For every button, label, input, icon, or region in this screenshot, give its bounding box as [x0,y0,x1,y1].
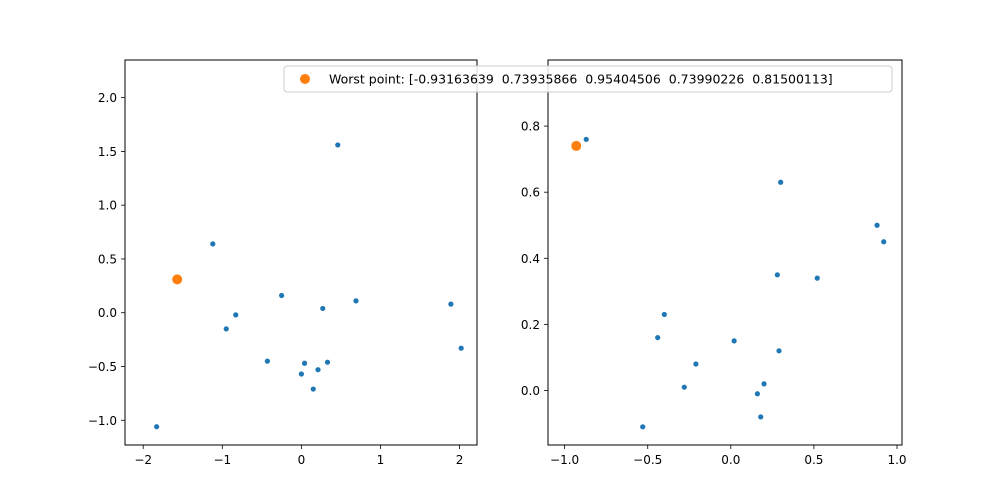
data-point [655,334,661,341]
left-scatter-plot: −2 −1 0 1 2 −1.0 −0.5 0.0 0.5 1.0 1.5 2.0 [88,59,478,467]
y-tick-label: 1.0 [98,199,117,213]
worst-point-marker [172,274,183,285]
data-point [298,371,304,377]
legend-box [283,65,893,93]
y-tick-label: −0.5 [88,360,117,374]
legend-label: Worst point: [-0.93163639 0.73935866 0.9… [329,72,833,87]
data-point [881,239,887,245]
data-point [814,275,820,281]
x-tick-label: −0.5 [633,453,662,467]
data-point [754,391,761,397]
data-point [335,142,341,148]
data-point [731,338,737,344]
data-point [874,222,880,228]
data-point [758,414,764,420]
data-point [324,359,331,365]
data-point [693,361,699,367]
data-point [353,298,359,304]
data-point [583,136,589,142]
data-point [776,348,782,354]
data-point [640,424,646,430]
data-point [264,358,270,364]
data-point [778,179,784,185]
legend: Worst point: [-0.93163639 0.73935866 0.9… [283,65,893,93]
x-tick-label: −1 [213,453,231,467]
x-tick-label: 1 [377,453,385,467]
data-point [223,326,229,332]
y-tick-label: 0.2 [521,318,540,332]
data-point [681,384,687,390]
x-tick-label: −2 [134,453,152,467]
legend-marker [300,74,310,84]
data-point [448,301,454,307]
y-tick-label: 0.6 [521,186,540,200]
right-scatter-plot: −1.0 −0.5 0.0 0.5 1.0 0.0 0.2 0.4 0.6 0.8 [521,59,907,467]
x-tick-label: −1.0 [550,453,579,467]
y-tick-label: 0.8 [521,120,540,134]
data-point [279,292,285,299]
data-point [661,311,667,318]
data-point [154,424,160,430]
y-tick-label: 2.0 [98,91,117,105]
y-tick-label: 0.4 [521,252,540,266]
x-tick-label: 0 [298,453,306,467]
axes-frame [124,59,478,446]
data-point [774,272,780,278]
data-point [233,312,239,318]
axes-frame [547,59,903,446]
x-tick-label: 0.0 [721,453,740,467]
data-point [320,305,326,312]
data-point [310,386,316,392]
y-tick-label: −1.0 [88,414,117,428]
x-tick-label: 2 [456,453,464,467]
data-point [210,241,216,247]
worst-point-marker [571,140,582,151]
data-point [761,381,767,387]
data-point [315,367,321,373]
x-tick-label: 1.0 [887,453,906,467]
data-point [458,345,464,351]
y-tick-label: 1.5 [98,145,117,159]
y-tick-label: 0.5 [98,252,117,266]
data-point [301,360,308,366]
y-tick-label: 0.0 [521,384,540,398]
x-tick-label: 0.5 [804,453,823,467]
y-tick-label: 0.0 [98,306,117,320]
